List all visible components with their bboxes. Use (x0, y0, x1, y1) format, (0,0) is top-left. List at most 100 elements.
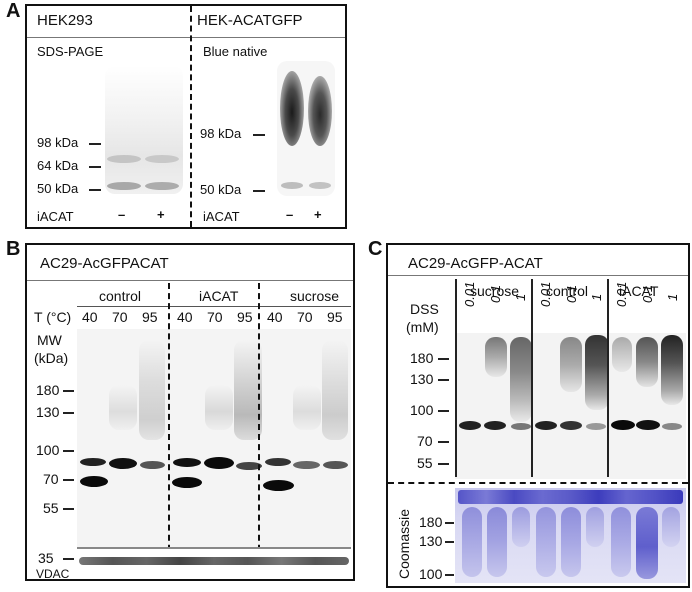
panel-c-marker-70: 70 (417, 433, 433, 449)
panel-c-divider-0 (455, 279, 457, 477)
panel-b-marker-55: 55 (43, 500, 59, 516)
panel-c-tick-130 (438, 379, 449, 381)
panel-a-right-smear-2 (308, 76, 332, 146)
panel-c-tick-180 (438, 358, 449, 360)
panel-a-right-plus: + (314, 207, 322, 222)
panel-c-frame: AC29-AcGFP-ACAT sucrose control iACAT DS… (386, 243, 690, 588)
panel-b-band-80-7 (265, 458, 291, 466)
panel-a-left-marker-50: 50 kDa (37, 181, 79, 196)
panel-b-band-80-4 (173, 458, 201, 467)
panel-a-left-title: HEK293 (37, 12, 93, 29)
panel-b-tick-55 (63, 508, 74, 510)
panel-a-right-tick-98 (253, 134, 265, 136)
panel-a-left-blot (105, 66, 183, 194)
panel-c-smear-sucrose-01 (485, 337, 507, 377)
panel-c-divider-2 (607, 279, 609, 477)
panel-b-band-80-2 (109, 458, 137, 469)
panel-b-temp-2: 70 (112, 309, 128, 325)
panel-a-right-band-50-2 (309, 182, 331, 189)
panel-b-smear-95-sucrose (322, 340, 348, 440)
panel-c-coomassie-lane-6 (586, 507, 604, 547)
panel-a-divider (190, 6, 192, 227)
panel-a-right-band-50-1 (281, 182, 303, 189)
panel-c-dss-label: DSS (410, 301, 439, 317)
panel-c-letter: C (368, 238, 383, 260)
panel-c-coomassie-tick-130 (445, 541, 454, 543)
panel-c-conc-3: 1 (513, 293, 528, 301)
panel-c-coomassie-lane-8 (636, 507, 658, 579)
panel-c-marker-100: 100 (410, 402, 434, 418)
panel-a-left-band-64-1 (107, 155, 141, 163)
panel-a-right-marker-50: 50 kDa (200, 182, 242, 197)
panel-a-left-band-64-2 (145, 155, 179, 163)
panel-b-frame: AC29-AcGFPACAT control iACAT sucrose T (… (25, 243, 355, 581)
panel-a-left-method: SDS-PAGE (37, 44, 104, 59)
panel-a-right-iacat-label: iACAT (203, 209, 240, 224)
panel-c-tick-55 (438, 463, 449, 465)
panel-c-coomassie-lane-4 (536, 507, 556, 577)
panel-b-temp-4: 40 (177, 309, 193, 325)
panel-a-right-tick-50 (253, 190, 265, 192)
panel-c-band-5 (560, 421, 582, 430)
panel-a-right-title: HEK-ACATGFP (197, 12, 303, 29)
panel-c-coomassie-lane-2 (487, 507, 507, 577)
panel-a-left-band-50-2 (145, 182, 179, 190)
panel-b-kda-label: (kDa) (34, 350, 69, 366)
panel-c-smear-iacat-001 (612, 337, 632, 372)
panel-c-coomassie-tick-100 (445, 574, 454, 576)
panel-b-group-control: control (99, 288, 142, 304)
panel-b-band-65-4 (172, 477, 202, 488)
panel-c-header-rule (388, 275, 688, 276)
panel-b-group-iacat: iACAT (199, 288, 239, 304)
panel-b-marker-130: 130 (36, 404, 60, 420)
panel-b-temp-3: 95 (142, 309, 158, 325)
panel-c-smear-iacat-1 (661, 335, 683, 405)
panel-c-tick-100 (438, 410, 449, 412)
panel-a-left-marker-64: 64 kDa (37, 158, 79, 173)
panel-c-band-8 (636, 420, 660, 430)
panel-b-group-rule (77, 306, 351, 307)
panel-b-band-80-3 (140, 461, 165, 469)
panel-c-conc-9: 1 (665, 293, 680, 301)
panel-c-coomassie-lane-7 (611, 507, 631, 577)
panel-a-right-minus: – (286, 207, 294, 222)
panel-a-right-smear-1 (280, 71, 304, 146)
panel-a-frame: HEK293 HEK-ACATGFP SDS-PAGE Blue native … (25, 4, 347, 229)
panel-c-coomassie-marker-180: 180 (419, 514, 443, 530)
panel-a-left-tick-64 (89, 166, 101, 168)
panel-a-header-rule (27, 37, 345, 38)
panel-b-temp-8: 70 (297, 309, 313, 325)
panel-b-smear-70-control (109, 385, 137, 430)
panel-a-left-iacat-label: iACAT (37, 209, 74, 224)
panel-b-band-80-9 (323, 461, 348, 469)
panel-b-tick-130 (63, 412, 74, 414)
panel-c-marker-130: 130 (410, 371, 434, 387)
panel-c-conc-5: 0.1 (564, 284, 579, 303)
panel-b-smear-95-control (139, 340, 165, 440)
panel-b-marker-70: 70 (43, 471, 59, 487)
panel-c-band-3 (511, 423, 531, 430)
panel-b-header-rule (27, 280, 353, 281)
panel-a-left-marker-98: 98 kDa (37, 135, 79, 150)
panel-c-band-6 (586, 423, 606, 430)
panel-c-marker-180: 180 (410, 350, 434, 366)
panel-c-coomassie-lane-9 (662, 507, 680, 547)
panel-c-coomassie-top-band (458, 490, 683, 504)
panel-b-tick-35 (63, 558, 74, 560)
panel-c-conc-4: 0.01 (538, 281, 553, 307)
panel-c-divider-1 (531, 279, 533, 477)
panel-c-conc-6: 1 (589, 293, 604, 301)
panel-b-tick-100 (63, 450, 74, 452)
panel-c-title: AC29-AcGFP-ACAT (408, 255, 543, 272)
panel-c-conc-2: 0.1 (488, 284, 503, 303)
panel-b-temp-6: 95 (237, 309, 253, 325)
panel-a-left-minus: – (118, 207, 126, 222)
panel-c-group-sucrose: sucrose (470, 283, 520, 299)
panel-b-smear-95-iacat (234, 340, 262, 440)
panel-b-band-65-7 (263, 480, 294, 491)
panel-c-coomassie-marker-130: 130 (419, 533, 443, 549)
panel-a-letter: A (6, 0, 21, 22)
panel-b-mw-label: MW (37, 332, 62, 348)
panel-b-loading-marker: 35 (38, 550, 54, 566)
panel-a-left-plus: + (157, 207, 165, 222)
